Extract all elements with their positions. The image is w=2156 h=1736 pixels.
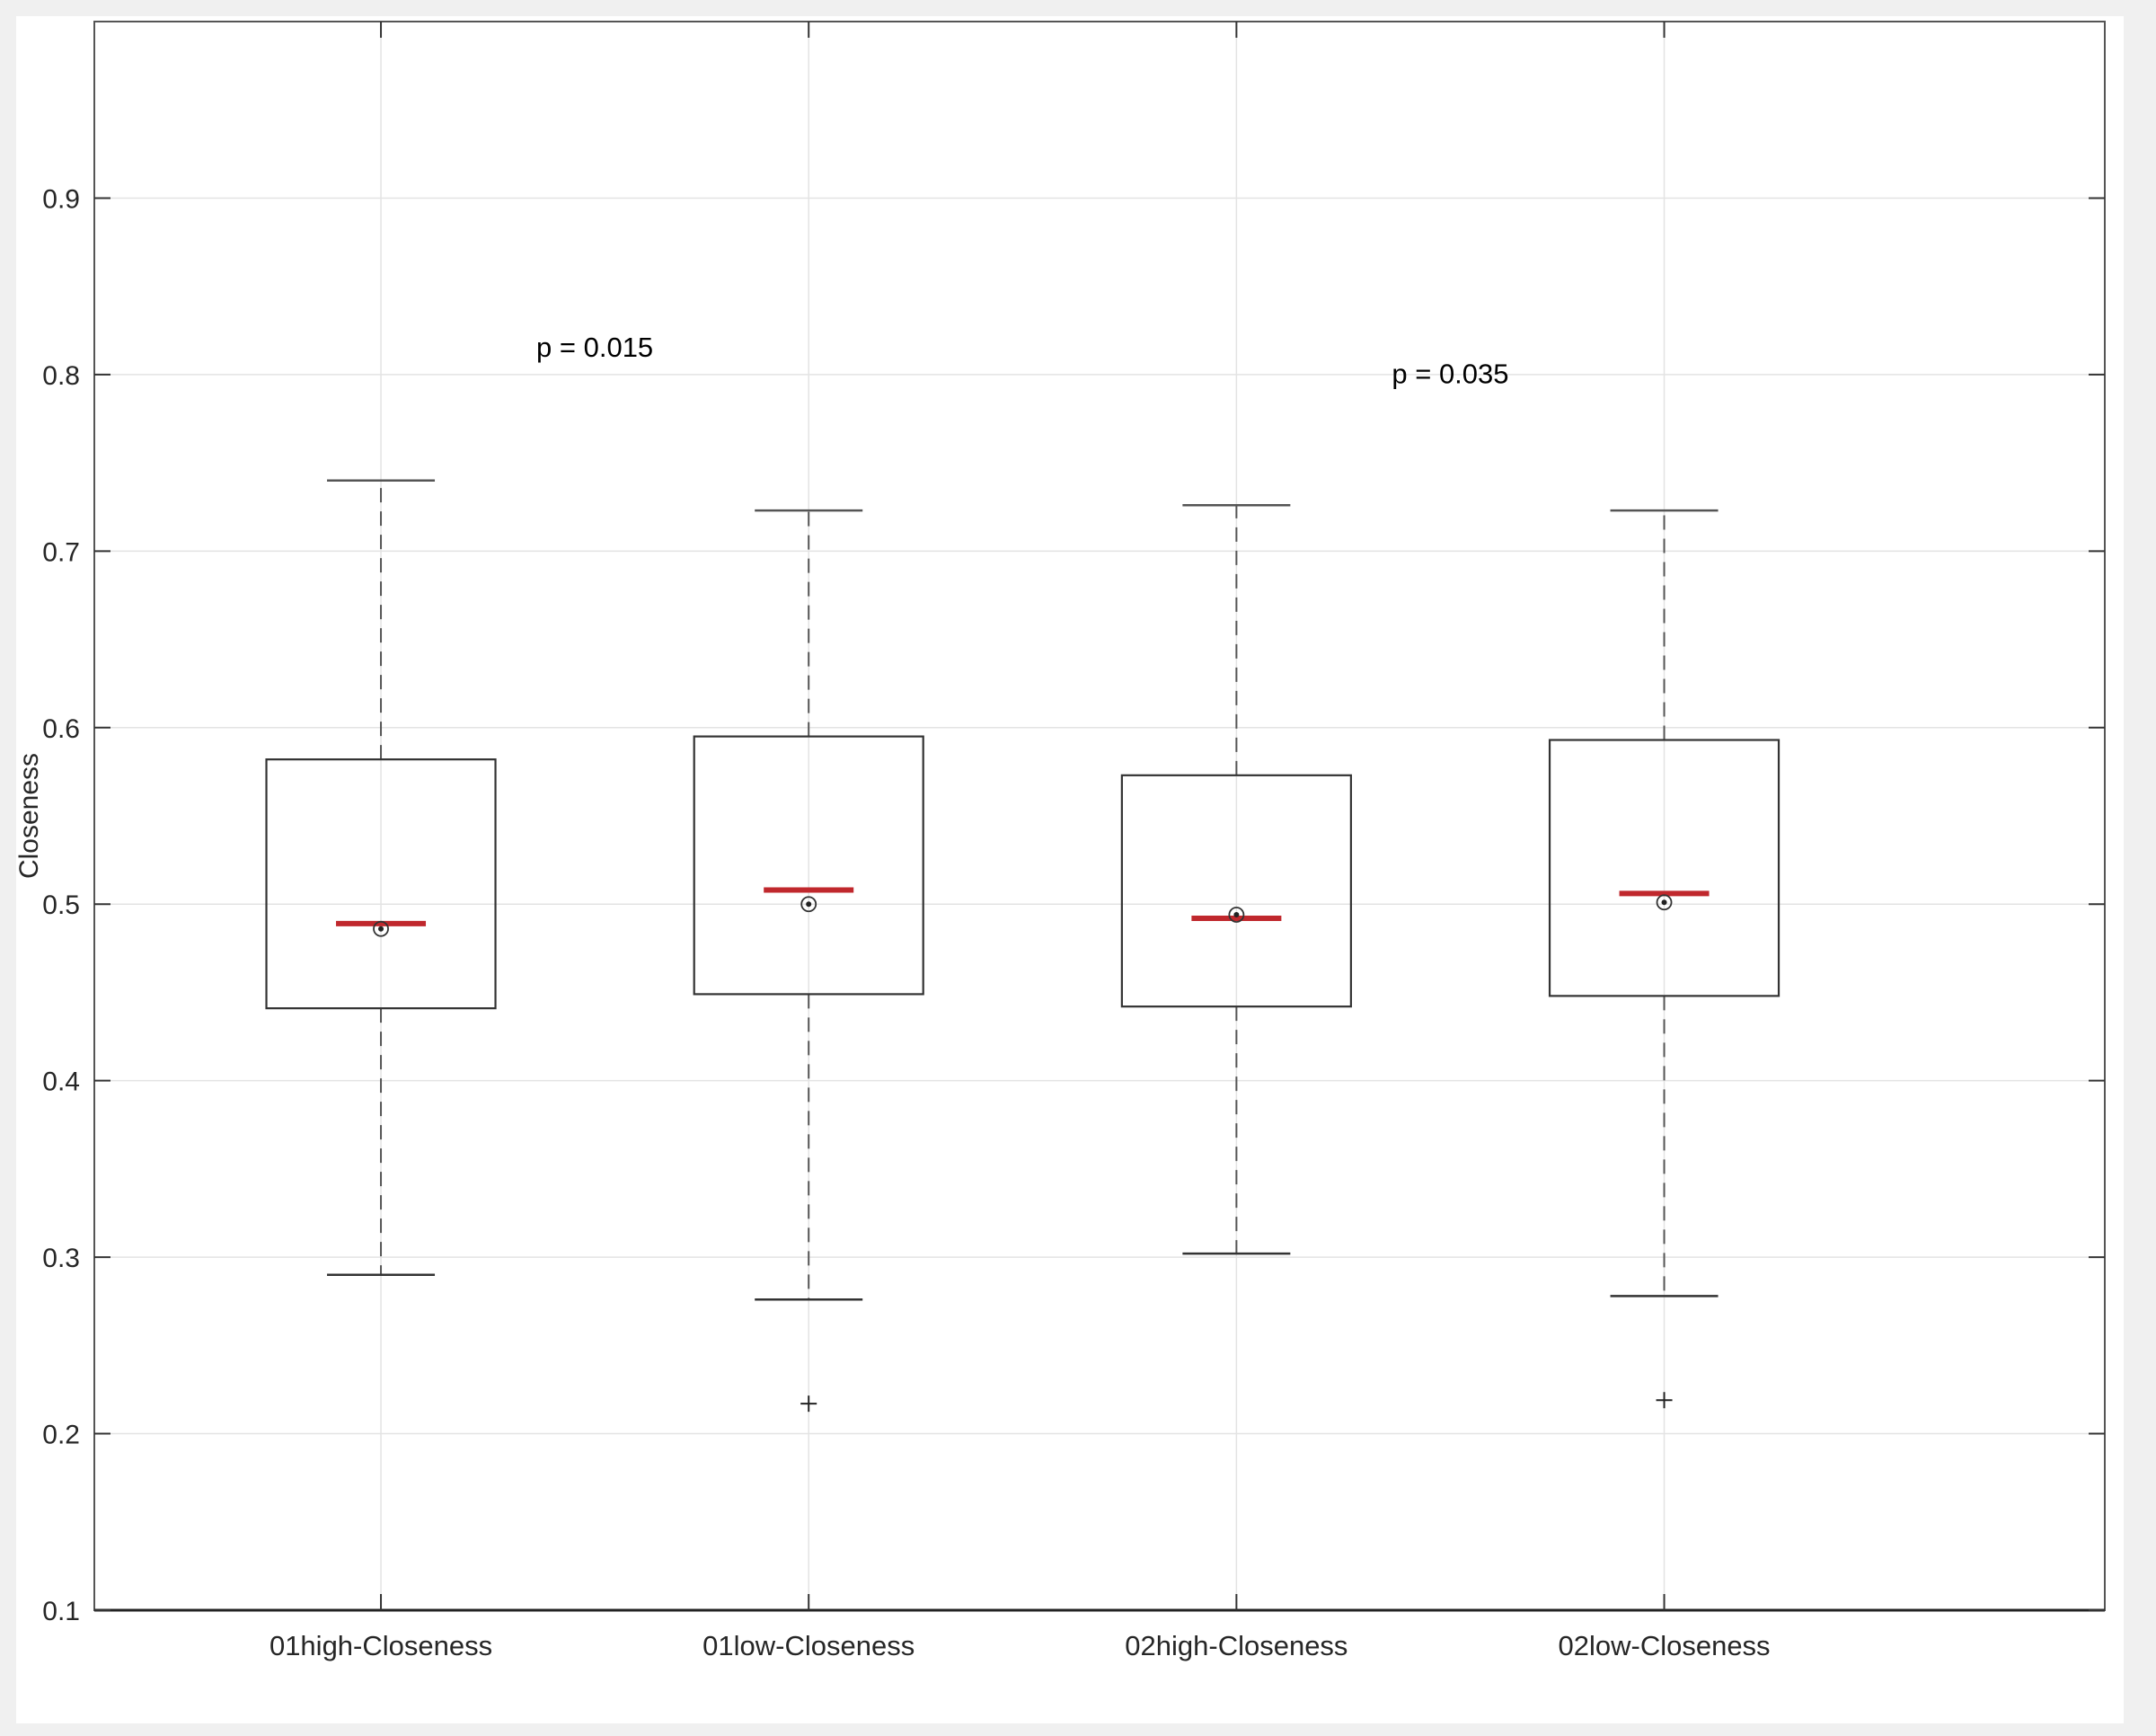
- box-group: [1120, 504, 1352, 1255]
- iqr-box: [1120, 774, 1352, 1008]
- y-tick-label: 0.4: [42, 1067, 80, 1097]
- x-tick-label: 01low-Closeness: [702, 1630, 915, 1661]
- box-group: [1548, 509, 1780, 1409]
- box-group: [693, 509, 924, 1413]
- box-group: [265, 479, 497, 1277]
- mean-marker: [800, 896, 817, 913]
- x-tick-label: 02low-Closeness: [1559, 1630, 1771, 1661]
- iqr-box: [693, 735, 924, 996]
- mean-marker: [373, 920, 389, 937]
- y-tick-label: 0.9: [42, 184, 80, 214]
- x-tick-label: 01high-Closeness: [270, 1630, 492, 1661]
- mean-marker: [1656, 894, 1673, 911]
- y-tick-label: 0.6: [42, 714, 80, 744]
- annotations: p = 0.015 p = 0.035: [536, 332, 1508, 389]
- box-series: [265, 479, 1780, 1413]
- y-tick-label: 0.1: [42, 1597, 80, 1626]
- mean-marker-dot: [378, 926, 384, 932]
- axes-frame: [93, 21, 2106, 1612]
- p-value-annotation: p = 0.035: [1392, 359, 1508, 390]
- grid-lines: [94, 22, 2105, 1611]
- iqr-box: [1548, 739, 1780, 997]
- mean-marker-dot: [806, 901, 812, 908]
- axis-labels: 0.1 0.2 0.3 0.4 0.5 0.6 0.7 0.8 0.9 01high-Closen…: [42, 184, 1770, 1661]
- y-tick-label: 0.8: [42, 361, 80, 391]
- y-tick-label: 0.2: [42, 1421, 80, 1450]
- y-tick-label: 0.7: [42, 537, 80, 567]
- y-axis-title: Closeness: [14, 753, 44, 879]
- x-tick-label: 02high-Closeness: [1125, 1630, 1348, 1661]
- y-tick-label: 0.3: [42, 1244, 80, 1273]
- plot-area: [94, 22, 2105, 1610]
- mean-marker: [1228, 907, 1245, 923]
- mean-marker-dot: [1661, 899, 1667, 906]
- iqr-box: [265, 758, 497, 1010]
- y-tick-label: 0.5: [42, 890, 80, 920]
- p-value-annotation: p = 0.015: [536, 332, 653, 363]
- mean-marker-dot: [1233, 912, 1240, 918]
